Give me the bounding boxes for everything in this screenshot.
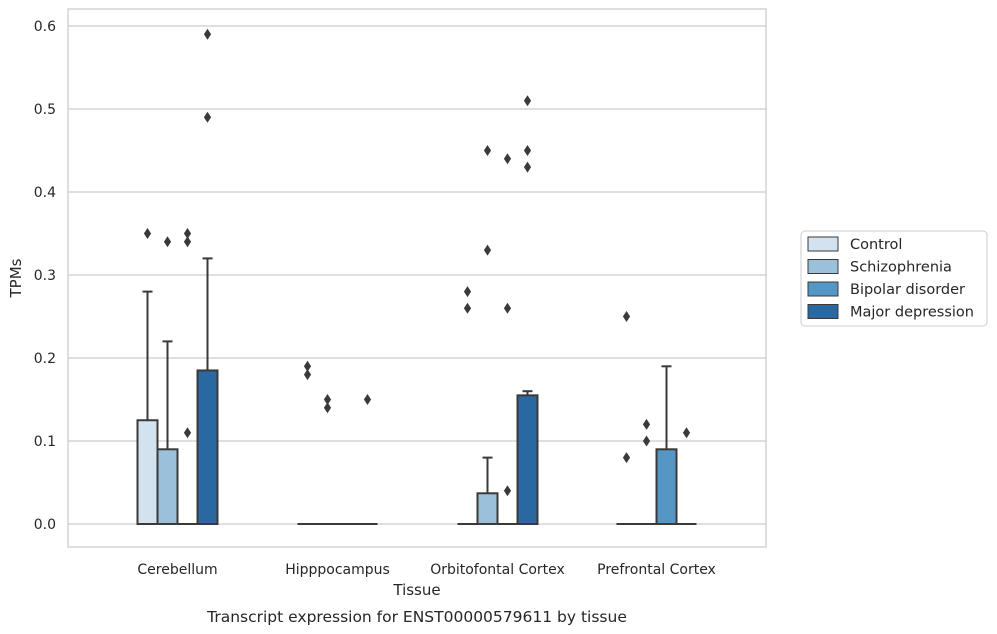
legend: Control Schizophrenia Bipolar disorder Majo… [800,230,988,327]
outlier-point [622,452,631,464]
outlier-point [642,418,651,430]
x-tick-label: Orbitofontal Cortex [430,562,565,578]
outlier-point [323,394,332,405]
outlier-point [503,302,512,314]
y-tick-label: 0.5 [34,102,56,118]
x-tick-label: Prefrontal Cortex [597,562,716,578]
outlier-point [523,145,532,156]
outlier-point [682,427,691,439]
y-tick-label: 0.1 [34,434,56,450]
box-plots [136,28,697,526]
y-tick-label: 0.2 [34,351,56,367]
box [655,448,678,525]
legend-label: Major depression [850,305,974,321]
y-tick-label: 0.0 [34,517,56,533]
outlier-point [203,28,212,40]
x-tick-label: Cerebellum [137,562,217,578]
outlier-point [303,369,312,381]
outlier-point [463,286,472,298]
outlier-point [463,302,472,314]
outlier-point [183,427,192,439]
outlier-point [503,153,512,165]
x-axis-title: Tissue [392,581,440,599]
outlier-point [622,311,631,322]
y-tick-label: 0.6 [34,19,56,35]
outlier-point [323,402,332,414]
legend-label: Schizophrenia [850,260,952,276]
outlier-point [363,394,372,405]
legend-swatch [807,281,839,297]
legend-frame [800,230,988,327]
legend-swatch [807,259,839,274]
outlier-point [183,228,192,239]
legend-label: Control [850,237,902,253]
y-tick-labels: 0.0 0.1 0.2 0.3 0.4 0.5 0.6 [34,19,56,533]
outlier-point [503,485,512,497]
outlier-point [303,360,312,372]
legend-swatch [807,304,839,319]
outlier-point [642,435,651,447]
outlier-point [143,228,152,239]
box [476,492,499,526]
chart-caption: Transcript expression for ENST0000057961… [206,608,627,626]
x-tick-label: Hipppocampus [285,562,390,578]
box [196,369,219,526]
outlier-point [483,145,492,156]
y-tick-label: 0.4 [34,185,56,201]
outlier-point [523,161,532,173]
outlier-point [483,244,492,256]
box [136,419,159,525]
outlier-point [203,111,212,123]
plot-frame [67,8,767,548]
x-tick-labels: Cerebellum Hipppocampus Orbitofontal Corte… [137,562,715,578]
outlier-point [183,236,192,248]
box [156,448,179,525]
box [516,394,539,525]
grid-lines [68,25,766,525]
outlier-point [163,236,172,248]
outlier-point [523,95,532,107]
legend-swatch [807,236,839,252]
y-tick-label: 0.3 [34,268,56,284]
legend-label: Bipolar disorder [850,282,965,298]
y-axis-title: TPMs [7,258,25,298]
